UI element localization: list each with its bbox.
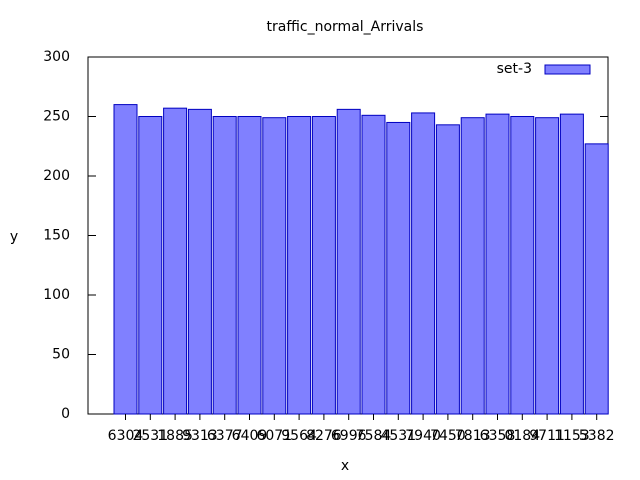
bar — [163, 107, 188, 415]
x-tick-label: 4531 — [380, 428, 416, 444]
x-tick-label: 9564 — [281, 428, 317, 444]
x-tick-label: 0184 — [504, 428, 540, 444]
bar — [113, 104, 138, 415]
bar — [336, 108, 361, 415]
y-tick-label: 0 — [61, 406, 70, 422]
x-tick-label: 6304 — [108, 428, 144, 444]
x-tick-label: 7940 — [405, 428, 441, 444]
bar — [485, 113, 510, 415]
bar — [435, 124, 460, 415]
x-tick-label: 8276 — [306, 428, 342, 444]
x-tick-label: 5382 — [579, 428, 615, 444]
y-axis-label: y — [10, 229, 18, 245]
x-tick-label: 2531 — [132, 428, 168, 444]
bar — [584, 143, 609, 415]
x-tick-label: 6071 — [256, 428, 292, 444]
bar — [237, 116, 262, 415]
bar — [138, 116, 163, 415]
x-tick-label: 7450 — [430, 428, 466, 444]
x-tick-label: 7813 — [455, 428, 491, 444]
bar — [287, 116, 312, 415]
y-tick-label: 100 — [43, 287, 70, 303]
x-tick-label: 7584 — [356, 428, 392, 444]
x-axis-label: x — [341, 458, 349, 474]
bar — [187, 108, 212, 415]
legend-swatch — [544, 64, 591, 75]
x-tick-label: 6377 — [207, 428, 243, 444]
y-tick-label: 300 — [43, 49, 70, 65]
x-tick-label: 1885 — [157, 428, 193, 444]
x-tick-label: 6358 — [480, 428, 516, 444]
bar — [361, 114, 386, 415]
bar — [212, 116, 237, 415]
y-tick-label: 250 — [43, 109, 70, 125]
y-tick-label: 200 — [43, 168, 70, 184]
bar — [262, 117, 287, 415]
bar — [386, 121, 411, 415]
bar — [311, 116, 336, 415]
x-tick-label: 9313 — [182, 428, 218, 444]
bar — [460, 117, 485, 415]
bar — [559, 113, 584, 415]
x-tick-label: 1153 — [554, 428, 590, 444]
x-tick-label: 6409 — [232, 428, 268, 444]
x-tick-label: 6996 — [331, 428, 367, 444]
y-tick-label: 50 — [52, 347, 70, 363]
chart-title: traffic_normal_Arrivals — [267, 19, 424, 35]
legend-label: set-3 — [497, 61, 532, 77]
bar — [535, 117, 560, 415]
y-tick-label: 150 — [43, 228, 70, 244]
bar — [510, 116, 535, 415]
bar — [411, 112, 436, 415]
x-tick-label: 9711 — [529, 428, 565, 444]
